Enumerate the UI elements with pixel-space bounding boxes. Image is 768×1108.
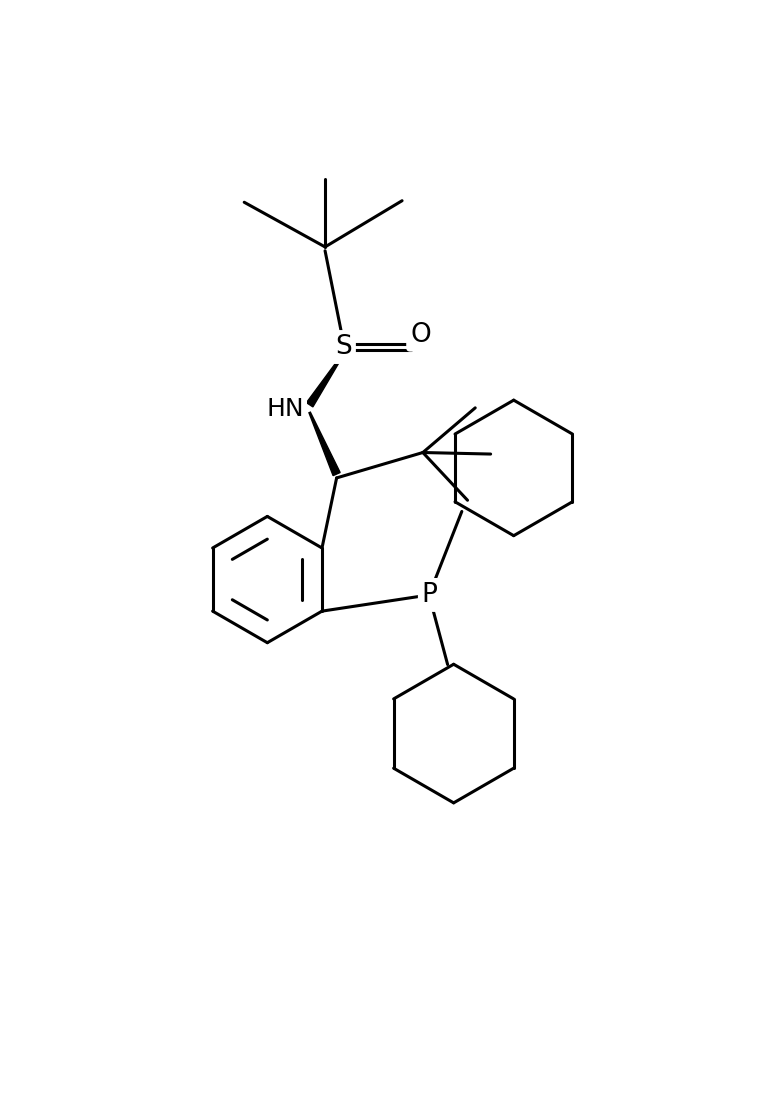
Text: S: S: [335, 334, 352, 360]
Text: P: P: [422, 582, 438, 608]
Polygon shape: [306, 355, 343, 407]
Text: HN: HN: [266, 397, 304, 421]
Text: O: O: [410, 321, 431, 348]
Polygon shape: [309, 412, 340, 475]
